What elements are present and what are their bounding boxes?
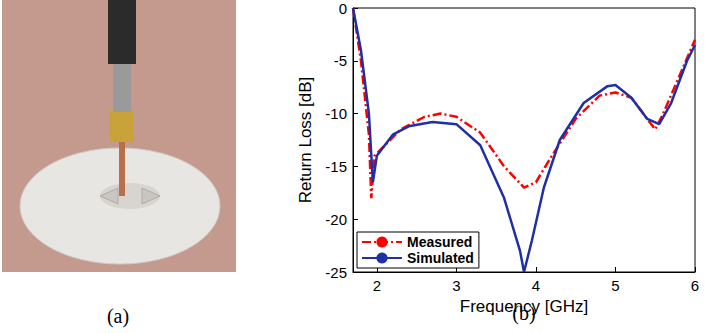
svg-text:0: 0	[339, 0, 347, 17]
svg-text:(a): (a)	[107, 305, 129, 328]
svg-text:-10: -10	[325, 105, 347, 122]
svg-text:Measured: Measured	[407, 234, 472, 250]
svg-text:-20: -20	[325, 211, 347, 228]
svg-text:-25: -25	[325, 264, 347, 281]
svg-text:Frequency [GHz]: Frequency [GHz]	[460, 297, 589, 316]
svg-text:2: 2	[373, 277, 381, 294]
svg-text:Simulated: Simulated	[407, 250, 474, 266]
svg-text:-15: -15	[325, 158, 347, 175]
svg-text:5: 5	[611, 277, 619, 294]
svg-text:4: 4	[532, 277, 540, 294]
svg-text:-5: -5	[334, 52, 347, 69]
svg-text:Return Loss [dB]: Return Loss [dB]	[296, 77, 315, 204]
svg-text:6: 6	[691, 277, 699, 294]
svg-text:3: 3	[452, 277, 460, 294]
